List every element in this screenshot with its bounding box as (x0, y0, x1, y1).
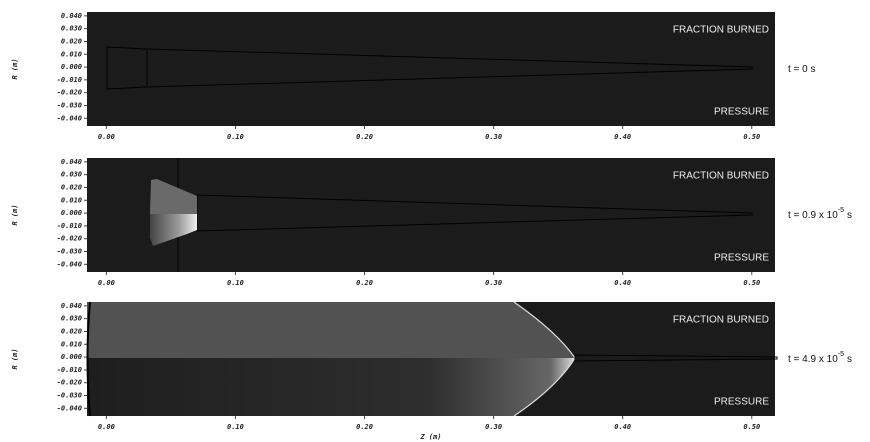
y-tick-label: 0.010 (61, 340, 82, 348)
y-tick-label: -0.010 (57, 76, 82, 84)
x-tick-label: 0.20 (356, 133, 373, 141)
y-axis-label: R (m) (11, 204, 19, 225)
annotation: PRESSURE (714, 397, 769, 408)
time-text: t = 4.9 x 10 (788, 354, 838, 365)
y-tick-label: -0.030 (57, 102, 82, 110)
plot-background (87, 12, 775, 126)
y-tick-label: -0.040 (57, 114, 82, 122)
time-exponent: -5 (838, 207, 844, 214)
time-text: s (847, 210, 852, 221)
y-tick-label: 0.000 (61, 353, 82, 361)
x-tick-label: 0.50 (743, 133, 760, 141)
plot-background (87, 158, 775, 272)
y-tick-label: -0.010 (57, 366, 82, 374)
burned-top (150, 179, 197, 214)
y-tick-label: 0.010 (61, 50, 82, 58)
y-tick-label: 0.030 (61, 171, 82, 179)
field (150, 158, 753, 272)
y-tick-label: 0.040 (61, 12, 82, 20)
y-tick-label: 0.020 (61, 37, 82, 45)
nozzle-outline (574, 354, 778, 362)
x-tick-label: 0.10 (227, 279, 244, 287)
x-tick-label: 0.50 (743, 279, 760, 287)
y-tick-label: -0.020 (57, 235, 82, 243)
y-tick-label: -0.040 (57, 260, 82, 268)
x-tick-label: 0.10 (227, 133, 244, 141)
y-tick-label: -0.040 (57, 404, 82, 412)
x-tick-label: 0.40 (614, 133, 631, 141)
y-tick-label: 0.040 (61, 302, 82, 310)
y-tick-label: -0.030 (57, 392, 82, 400)
x-tick-label: 0.10 (227, 423, 244, 431)
time-text: t = 0.9 x 10 (788, 210, 838, 221)
y-tick-label: 0.030 (61, 25, 82, 33)
y-tick-label: 0.000 (61, 209, 82, 217)
y-tick-label: 0.020 (61, 183, 82, 191)
x-tick-label: 0.30 (485, 133, 502, 141)
field (86, 301, 778, 417)
time-label: t = 4.9 x 10-5 s (788, 351, 852, 365)
y-tick-label: -0.010 (57, 222, 82, 230)
burned-top (87, 302, 575, 358)
x-tick-label: 0.40 (614, 279, 631, 287)
y-tick-label: -0.020 (57, 89, 82, 97)
y-tick-label: 0.030 (61, 315, 82, 323)
time-text: s (847, 354, 852, 365)
x-tick-label: 0.30 (485, 279, 502, 287)
x-tick-label: 0.50 (743, 423, 760, 431)
x-tick-label: 0.00 (98, 133, 115, 141)
x-tick-label: 0.20 (356, 423, 373, 431)
x-tick-label: 0.00 (98, 279, 115, 287)
y-tick-label: -0.030 (57, 248, 82, 256)
x-tick-label: 0.00 (98, 423, 115, 431)
time-label: t = 0.9 x 10-5 s (788, 207, 852, 221)
annotation: FRACTION BURNED (673, 25, 769, 36)
y-tick-label: 0.020 (61, 327, 82, 335)
x-tick-label: 0.20 (356, 279, 373, 287)
pressure-bottom (150, 214, 197, 246)
x-tick-label: 0.30 (485, 423, 502, 431)
x-tick-label: 0.40 (614, 423, 631, 431)
pressure-bottom (87, 358, 575, 416)
annotation: FRACTION BURNED (673, 171, 769, 182)
time-text: t = 0 s (788, 64, 816, 75)
annotation: FRACTION BURNED (673, 315, 769, 326)
y-tick-label: 0.000 (61, 63, 82, 71)
annotation: PRESSURE (714, 253, 769, 264)
y-axis-label: R (m) (11, 58, 19, 79)
inlet (86, 301, 91, 417)
y-axis-label: R (m) (11, 348, 19, 369)
y-tick-label: -0.020 (57, 379, 82, 387)
time-exponent: -5 (838, 351, 844, 358)
time-label: t = 0 s (788, 64, 816, 75)
annotation: PRESSURE (714, 107, 769, 118)
x-axis-label: Z (m) (419, 433, 441, 441)
field (106, 46, 753, 90)
y-tick-label: 0.040 (61, 158, 82, 166)
y-tick-label: 0.010 (61, 196, 82, 204)
